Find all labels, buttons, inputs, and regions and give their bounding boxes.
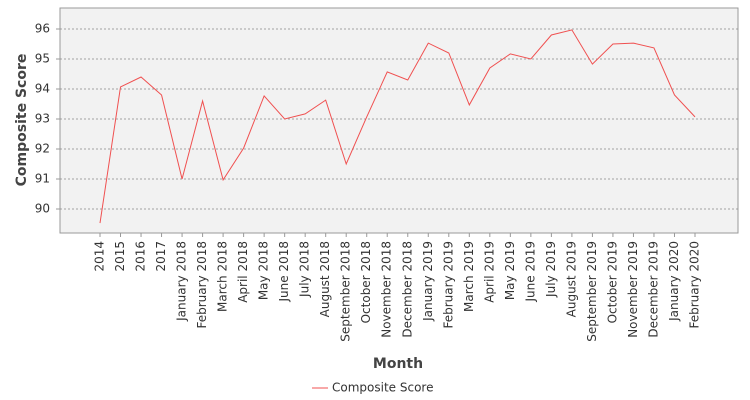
x-tick-label: July 2019: [544, 241, 558, 298]
x-tick-label: May 2019: [503, 241, 517, 300]
x-tick-label: October 2018: [359, 241, 373, 323]
x-tick-label: January 2019: [421, 241, 435, 322]
legend-label: Composite Score: [332, 381, 433, 395]
x-tick-label: February 2019: [441, 241, 455, 329]
y-tick-label: 95: [35, 52, 50, 66]
x-tick-label: 2015: [113, 241, 127, 272]
x-tick-label: January 2020: [667, 241, 681, 322]
x-tick-label: September 2019: [585, 241, 599, 342]
plot-area: [59, 7, 739, 234]
y-tick-label: 93: [35, 112, 50, 126]
x-tick-label: 2014: [93, 241, 107, 272]
x-tick-label: November 2019: [626, 241, 640, 338]
y-tick-label: 90: [35, 202, 50, 216]
x-tick-label: March 2018: [216, 241, 230, 312]
y-tick-label: 94: [35, 82, 50, 96]
x-tick-label: January 2018: [175, 241, 189, 322]
x-tick-label: May 2018: [257, 241, 271, 300]
y-axis-title: Composite Score: [14, 54, 30, 187]
x-tick-label: July 2018: [298, 241, 312, 298]
y-tick-label: 92: [35, 142, 50, 156]
x-tick-label: April 2018: [236, 241, 250, 303]
x-tick-label: 2017: [154, 241, 168, 272]
y-tick-label: 96: [35, 22, 50, 36]
x-tick-label: April 2019: [482, 241, 496, 303]
x-tick-label: August 2018: [318, 241, 332, 317]
x-tick-label: February 2018: [195, 241, 209, 329]
x-tick-label: February 2020: [688, 241, 702, 329]
x-tick-label: June 2018: [277, 241, 291, 303]
line: [99, 29, 696, 224]
x-tick-label: December 2018: [400, 241, 414, 338]
x-tick-label: August 2019: [564, 241, 578, 317]
y-tick-label: 91: [35, 172, 50, 186]
x-tick-label: March 2019: [462, 241, 476, 312]
x-axis-title: Month: [373, 356, 423, 372]
x-tick-label: December 2019: [646, 241, 660, 338]
x-tick-label: September 2018: [339, 241, 353, 342]
x-tick-label: October 2019: [605, 241, 619, 323]
x-tick-label: 2016: [134, 241, 148, 272]
x-tick-label: June 2019: [523, 241, 537, 303]
x-tick-label: November 2018: [380, 241, 394, 338]
